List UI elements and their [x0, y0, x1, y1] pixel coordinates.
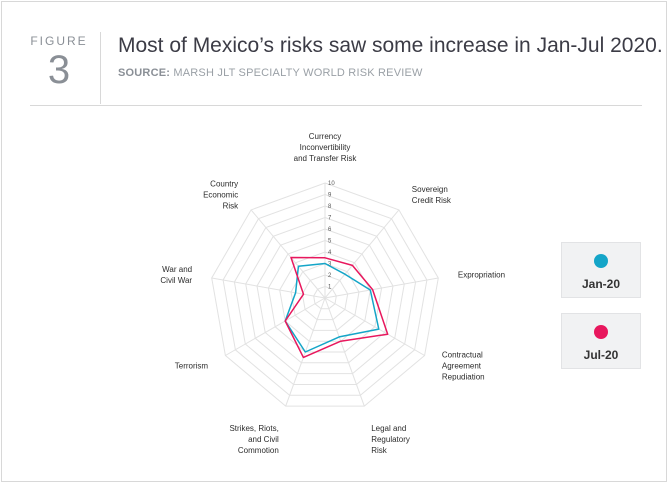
grid-spoke-8 [250, 209, 326, 299]
header-rule [30, 105, 642, 106]
tick-label-10: 10 [328, 181, 335, 187]
series-line-jan-20 [284, 262, 380, 353]
grid-ring-2 [301, 274, 349, 321]
figure-number: 3 [47, 48, 71, 92]
grid-spoke-4 [324, 297, 365, 407]
grid-ring-9 [222, 193, 428, 396]
grid-ring-6 [256, 228, 394, 364]
tick-label-9: 9 [328, 193, 332, 199]
figure-label: FIGURE [30, 34, 88, 48]
axis-label-2: Expropriation [458, 271, 505, 280]
grid-spoke-2 [324, 277, 439, 299]
axis-label-5: Strikes, Riots, and Civil Commotion [229, 424, 279, 455]
legend-label-jul-20: Jul-20 [583, 348, 619, 362]
grid-ring-8 [233, 205, 417, 385]
grid-spoke-3 [324, 297, 425, 356]
tick-label-8: 8 [328, 204, 332, 210]
tick-label-6: 6 [328, 227, 332, 233]
grid-ring-1 [313, 285, 337, 310]
grid-spoke-7 [211, 277, 326, 299]
axis-label-1: Sovereign Credit Risk [412, 185, 452, 205]
header-divider [100, 32, 101, 104]
tick-label-1: 1 [328, 285, 332, 291]
legend-label-jan-20: Jan-20 [581, 277, 621, 291]
tick-label-5: 5 [328, 239, 332, 245]
legend-item-jul-20: Jul-20 [561, 313, 641, 369]
tick-label-3: 3 [328, 262, 332, 268]
chart-title: Most of Mexico’s risks saw some increase… [118, 34, 663, 57]
axis-label-6: Terrorism [175, 362, 209, 371]
grid-ring-10 [211, 182, 439, 407]
source-text: MARSH JLT SPECIALTY WORLD RISK REVIEW [173, 67, 423, 79]
grid-ring-5 [267, 239, 383, 353]
axis-label-4: Legal and Regulatory Risk [371, 424, 410, 455]
tick-label-2: 2 [328, 273, 332, 279]
axis-label-0: Currency Inconvertibility and Transfer Ris… [294, 132, 358, 163]
legend-item-jan-20: Jan-20 [561, 242, 641, 298]
tick-label-7: 7 [328, 216, 332, 222]
legend-swatch-jan-20 [594, 254, 608, 268]
source-prefix: SOURCE: [118, 67, 171, 79]
axis-label-8: Country Economic Risk [203, 180, 239, 211]
legend-swatch-jul-20 [594, 325, 608, 339]
chart-source: SOURCE: MARSH JLT SPECIALTY WORLD RISK R… [118, 67, 423, 79]
series-line-jul-20 [284, 256, 389, 359]
grid-spoke-6 [225, 297, 326, 356]
tick-label-4: 4 [328, 250, 332, 256]
axis-label-3: Contractual Agreement Repudiation [442, 351, 485, 382]
grid-spoke-1 [324, 209, 400, 299]
axis-label-7: War and Civil War [160, 265, 192, 285]
grid-ring-7 [245, 216, 405, 375]
